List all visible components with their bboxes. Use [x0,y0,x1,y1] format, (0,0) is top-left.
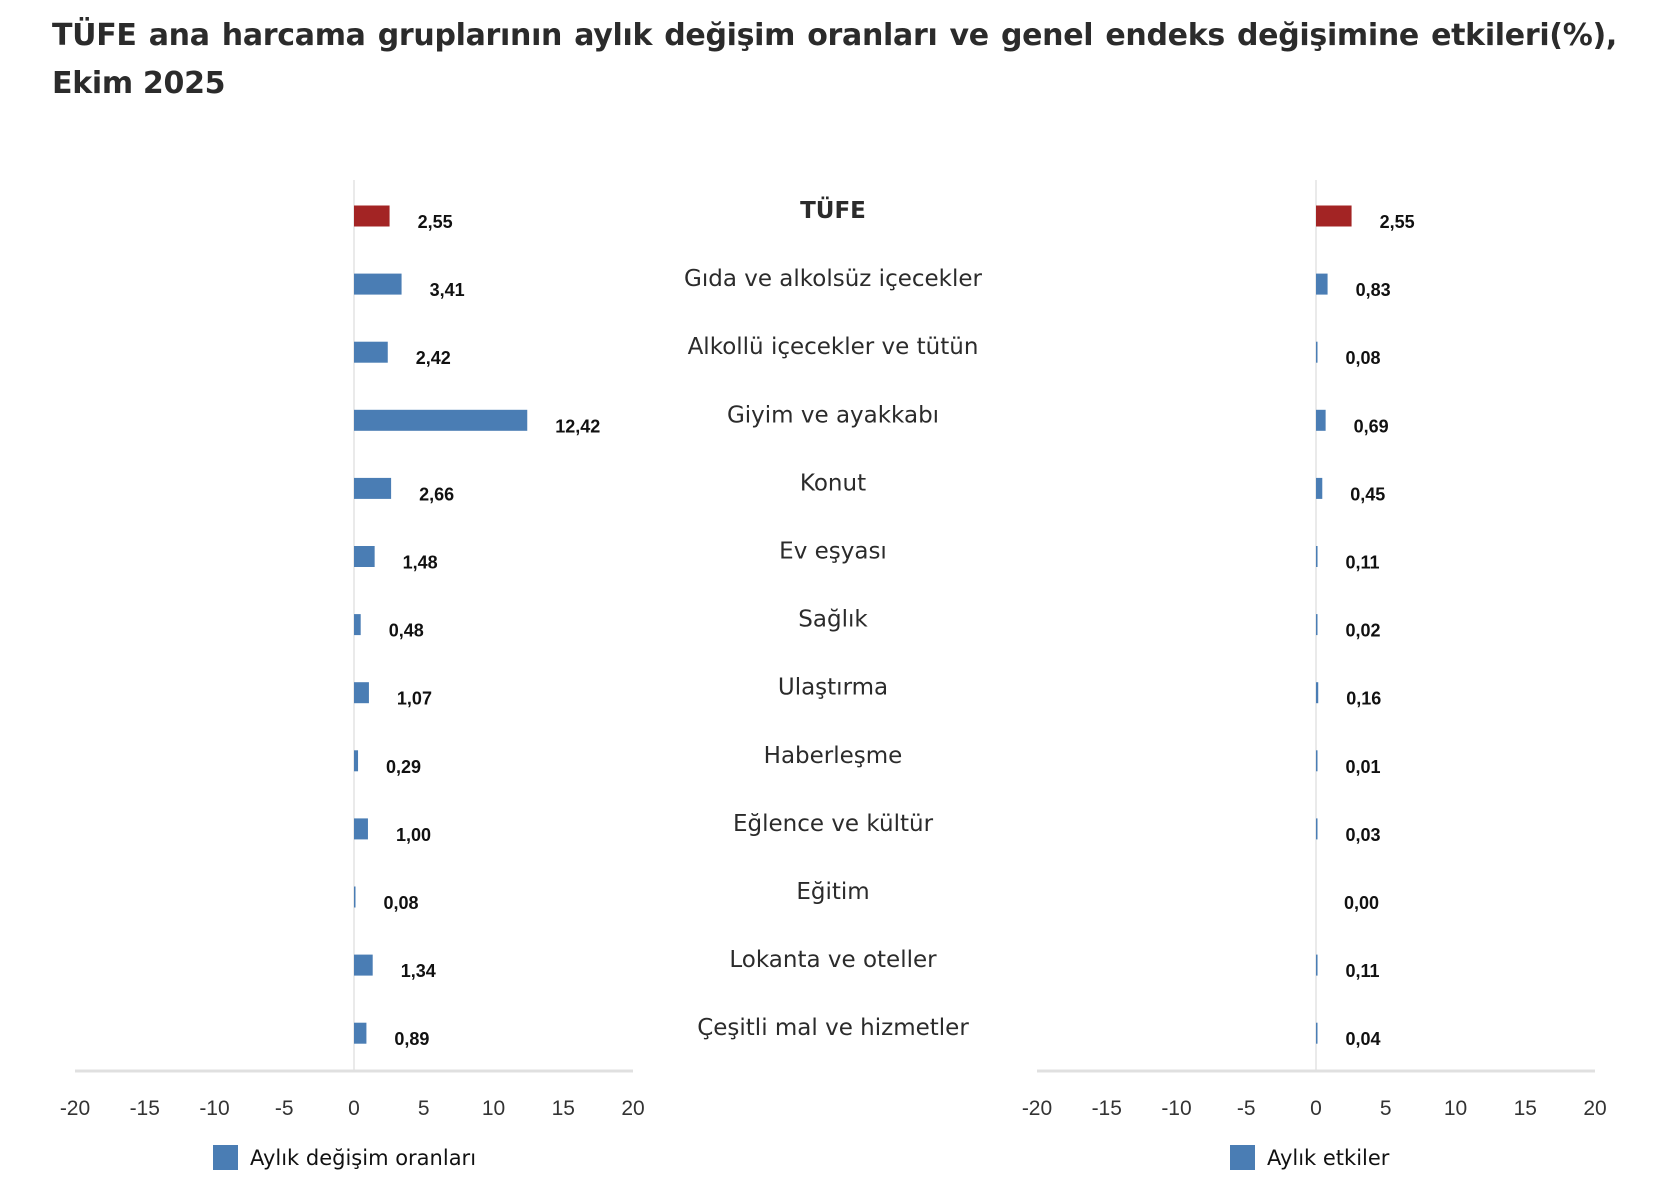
bar [1316,409,1326,431]
data-label: 2,42 [416,348,451,368]
bar [1316,1022,1318,1044]
bar [354,750,359,772]
data-label: 0,08 [384,893,419,913]
category-label: Eğitim [796,879,869,905]
x-tick-label: 5 [1380,1097,1392,1120]
category-label: Haberleşme [764,743,903,769]
bar [354,273,402,295]
x-tick-label: 20 [1583,1097,1606,1120]
category-label: Gıda ve alkolsüz içecekler [684,266,983,292]
x-tick-label: 15 [1514,1097,1537,1120]
x-tick-label: -15 [130,1097,160,1120]
bar [1316,954,1318,976]
bar [354,409,528,431]
data-label: 0,00 [1344,893,1379,913]
data-label: 2,55 [418,212,453,232]
bar [1316,682,1319,704]
x-tick-label: -10 [1161,1097,1191,1120]
x-tick-label: -5 [275,1097,294,1120]
data-label: 12,42 [555,416,600,436]
bar [1316,614,1318,636]
data-label: 0,04 [1346,1029,1381,1049]
bar [354,546,375,567]
data-label: 0,83 [1356,280,1391,300]
bar [354,341,388,363]
bar [354,614,361,636]
bar [354,1022,367,1044]
category-label: Alkollü içecekler ve tütün [688,334,979,360]
bar [354,954,373,976]
category-label: Ulaştırma [778,675,888,701]
x-tick-label: -5 [1237,1097,1256,1120]
data-label: 3,41 [430,280,465,300]
x-tick-label: 15 [552,1097,575,1120]
x-tick-label: 10 [482,1097,505,1120]
chart-title: TÜFE ana harcama gruplarının aylık değiş… [52,18,1617,101]
x-tick-label: 5 [418,1097,430,1120]
category-label: TÜFE [800,196,866,224]
data-label: 0,11 [1346,553,1380,573]
data-label: 0,02 [1346,621,1381,641]
bar [1316,273,1328,295]
category-label: Konut [800,470,866,496]
data-label: 0,48 [389,621,424,641]
legend-swatch [1230,1145,1255,1170]
x-tick-label: -15 [1092,1097,1122,1120]
x-tick-label: 20 [621,1097,644,1120]
x-tick-label: 0 [1310,1097,1322,1120]
data-label: 0,29 [386,757,421,777]
data-label: 0,11 [1346,961,1380,981]
bar [1316,205,1352,227]
data-label: 0,08 [1346,348,1381,368]
category-label: Ev eşyası [779,539,887,565]
data-label: 0,69 [1354,416,1389,436]
bar [1316,341,1318,363]
data-label: 1,34 [401,961,436,981]
data-label: 1,07 [397,689,432,709]
data-label: 0,89 [394,1029,429,1049]
legend-label: Aylık etkiler [1267,1146,1390,1170]
legend-label: Aylık değişim oranları [250,1146,476,1170]
bar [354,205,390,227]
legend-swatch [213,1145,238,1170]
category-label: Sağlık [798,607,868,633]
data-label: 2,55 [1380,212,1415,232]
data-label: 0,16 [1346,689,1381,709]
category-label: Çeşitli mal ve hizmetler [697,1015,969,1041]
bar [354,886,356,908]
data-label: 1,48 [403,553,438,573]
bar [1316,818,1318,840]
data-label: 2,66 [419,484,454,504]
data-label: 0,03 [1346,825,1381,845]
bar [354,818,368,840]
bar [1316,546,1318,567]
data-label: 0,01 [1346,757,1381,777]
category-label: Lokanta ve oteller [729,947,937,973]
x-tick-label: 0 [348,1097,360,1120]
x-tick-label: 10 [1444,1097,1467,1120]
bar [1316,750,1318,772]
bar [354,477,392,499]
bar [1316,477,1323,499]
category-label: Giyim ve ayakkabı [727,402,939,428]
data-label: 0,45 [1350,484,1385,504]
x-tick-label: -10 [199,1097,229,1120]
x-tick-label: -20 [1022,1097,1052,1120]
bar [354,682,369,704]
category-label: Eğlence ve kültür [733,811,934,837]
x-tick-label: -20 [60,1097,90,1120]
data-label: 1,00 [396,825,431,845]
